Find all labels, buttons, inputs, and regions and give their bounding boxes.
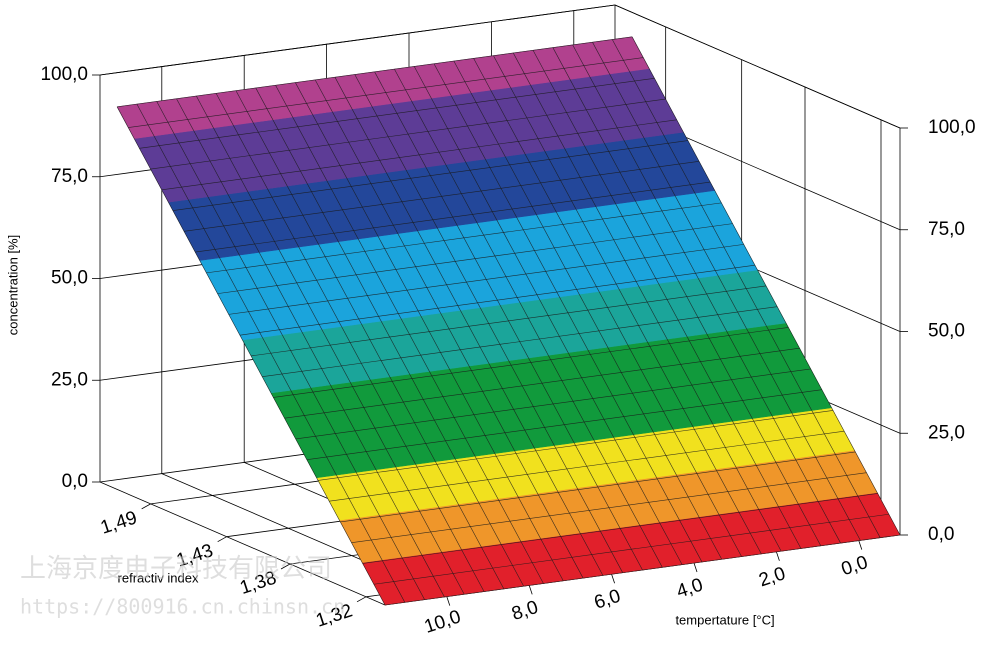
t-tick-label: 8,0 bbox=[509, 597, 541, 625]
surface-mesh bbox=[195, 181, 711, 253]
tick-mark bbox=[776, 551, 780, 561]
watermark: https://800916.cn.chinsn.cn bbox=[20, 595, 345, 619]
z-axis-title: concentration [%] bbox=[5, 235, 20, 335]
surface-mesh bbox=[384, 534, 901, 606]
tick-mark bbox=[280, 563, 291, 570]
surface-mesh bbox=[251, 285, 767, 357]
tick-mark bbox=[446, 596, 451, 606]
grid-line bbox=[614, 4, 901, 129]
tick-mark bbox=[611, 574, 615, 584]
surface-mesh bbox=[351, 472, 867, 544]
surface-mesh bbox=[228, 244, 744, 315]
z-tick-label: 100,0 bbox=[40, 64, 88, 85]
surface-mesh bbox=[161, 119, 677, 191]
grid-line bbox=[99, 4, 616, 76]
surface-mesh bbox=[139, 78, 655, 149]
z-tick-label: 0,0 bbox=[928, 524, 954, 545]
r-axis-title: refractiv index bbox=[118, 570, 199, 585]
surface-mesh bbox=[239, 264, 755, 336]
surface-mesh bbox=[262, 306, 778, 377]
surface-mesh bbox=[317, 410, 834, 481]
surface-mesh bbox=[295, 368, 811, 440]
tick-mark bbox=[528, 585, 533, 595]
surface-mesh bbox=[217, 223, 733, 294]
tick-mark bbox=[693, 562, 698, 573]
z-tick-label: 50,0 bbox=[51, 268, 88, 289]
surface-mesh bbox=[340, 451, 856, 523]
t-tick-label: 10,0 bbox=[422, 606, 464, 637]
surface-mesh bbox=[273, 327, 789, 398]
z-tick-label: 25,0 bbox=[51, 369, 88, 390]
surface-mesh bbox=[306, 389, 822, 460]
frame-edge bbox=[99, 481, 386, 606]
tick-mark bbox=[217, 536, 227, 543]
surface-mesh bbox=[172, 140, 688, 211]
surface-mesh bbox=[128, 57, 644, 128]
z-tick-label: 50,0 bbox=[928, 321, 965, 342]
surface-mesh bbox=[284, 347, 800, 419]
surface-mesh bbox=[362, 493, 878, 564]
t-tick-label: 0,0 bbox=[839, 552, 871, 580]
tick-mark bbox=[356, 596, 367, 603]
z-tick-label: 75,0 bbox=[928, 219, 965, 240]
surface bbox=[116, 36, 901, 606]
z-tick-label: 25,0 bbox=[928, 422, 965, 443]
surface-mesh bbox=[184, 161, 700, 232]
t-tick-label: 6,0 bbox=[592, 586, 624, 614]
surface-mesh bbox=[373, 513, 889, 585]
t-tick-label: 2,0 bbox=[756, 563, 788, 591]
t-tick-label: 4,0 bbox=[674, 574, 706, 602]
surface-mesh bbox=[150, 98, 666, 170]
tick-mark bbox=[858, 540, 863, 550]
surface-mesh bbox=[329, 430, 845, 502]
t-axis-title: tempertature [°C] bbox=[675, 612, 774, 627]
surface-mesh bbox=[117, 36, 633, 108]
tick-mark bbox=[141, 503, 151, 510]
z-tick-label: 0,0 bbox=[62, 471, 88, 492]
r-tick-label: 1,49 bbox=[98, 507, 140, 538]
surface-mesh bbox=[206, 202, 722, 274]
z-tick-label: 75,0 bbox=[51, 166, 88, 187]
z-tick-label: 100,0 bbox=[928, 117, 976, 138]
watermark: 上海京度电子科技有限公司 bbox=[20, 553, 332, 583]
